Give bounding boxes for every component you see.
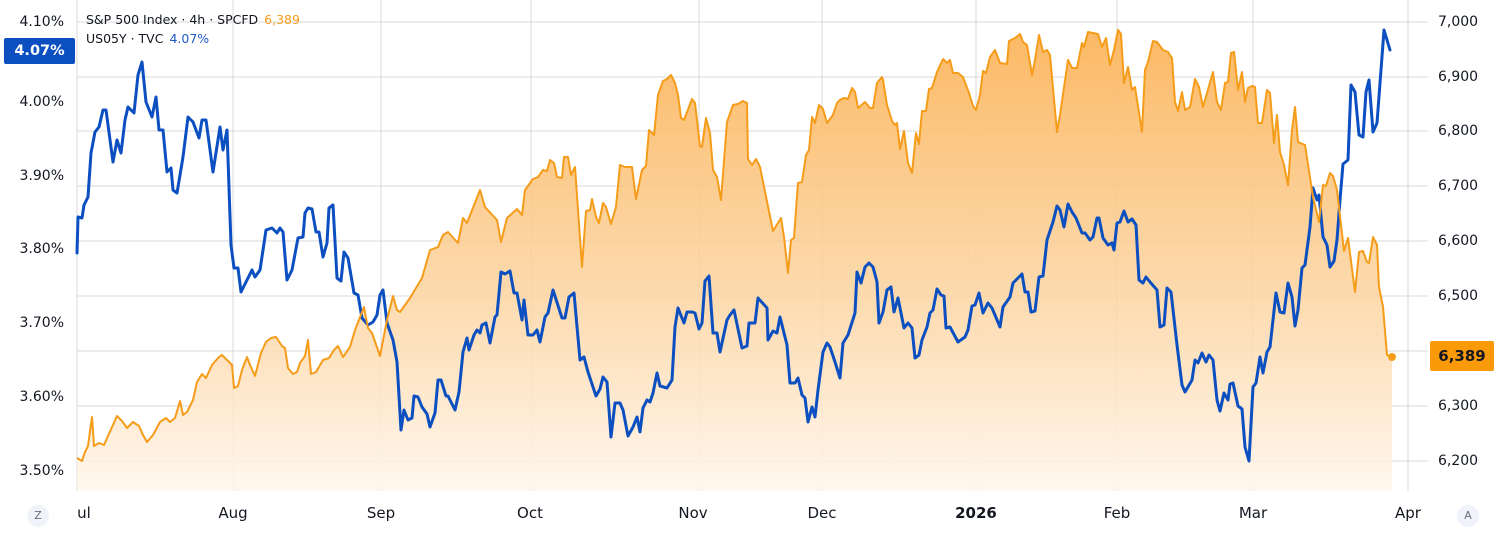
legend-us05y-name: US05Y · TVC <box>86 31 164 46</box>
left-price-axis[interactable]: 4.10% 4.00% 3.90% 3.80% 3.70% 3.60% 3.50% <box>0 0 70 495</box>
legend-sp500-value: 6,389 <box>264 12 300 27</box>
time-axis-tick-label: Aug <box>218 504 248 522</box>
sp500-line <box>76 29 1393 462</box>
legend-row-us05y[interactable]: US05Y · TVC 4.07% <box>86 29 300 48</box>
right-axis-tick-label: 6,600 <box>1438 233 1479 249</box>
left-axis-tick-label: 4.00% <box>19 94 64 110</box>
right-axis-tick-label: 6,200 <box>1438 453 1479 469</box>
legend-us05y-value: 4.07% <box>169 31 210 46</box>
time-axis-tick-label: Feb <box>1103 504 1131 522</box>
us05y-current-value-badge: 4.07% <box>4 38 75 64</box>
right-axis-tick-label: 7,000 <box>1438 14 1479 30</box>
left-axis-tick-label: 4.10% <box>19 14 64 30</box>
right-axis-tick-label: 6,500 <box>1438 288 1479 304</box>
time-axis-tick-label: ul <box>77 504 91 522</box>
sp500-last-point-marker <box>1388 353 1396 361</box>
right-axis-tick-label: 6,700 <box>1438 178 1479 194</box>
sp500-area-fill <box>77 30 1392 491</box>
time-axis[interactable]: ul Aug Sep Oct Nov Dec 2026 Feb Mar Apr <box>0 504 1501 528</box>
time-axis-tick-label: Dec <box>807 504 837 522</box>
left-axis-tick-label: 3.70% <box>19 315 64 331</box>
legend-row-sp500[interactable]: S&P 500 Index · 4h · SPCFD 6,389 <box>86 10 300 29</box>
zoom-reset-button[interactable]: Z <box>27 505 49 527</box>
time-axis-tick-label: 2026 <box>955 504 997 522</box>
left-axis-tick-label: 3.80% <box>19 241 64 257</box>
left-axis-tick-label: 3.50% <box>19 463 64 479</box>
time-axis-tick-label: Sep <box>366 504 396 522</box>
time-axis-tick-label: Oct <box>517 504 543 522</box>
left-axis-tick-label: 3.90% <box>19 168 64 184</box>
chart-legend: S&P 500 Index · 4h · SPCFD 6,389 US05Y · … <box>86 10 300 48</box>
right-axis-tick-label: 6,800 <box>1438 123 1479 139</box>
right-axis-tick-label: 6,900 <box>1438 69 1479 85</box>
time-axis-tick-label: Nov <box>678 504 708 522</box>
right-axis-tick-label: 6,300 <box>1438 398 1479 414</box>
legend-sp500-name: S&P 500 Index · 4h · SPCFD <box>86 12 259 27</box>
left-axis-tick-label: 3.60% <box>19 389 64 405</box>
auto-scale-button[interactable]: A <box>1457 505 1479 527</box>
time-axis-tick-label: Apr <box>1395 504 1421 522</box>
time-axis-tick-label: Mar <box>1238 504 1268 522</box>
us05y-line <box>75 28 1392 463</box>
sp500-current-value-badge: 6,389 <box>1430 341 1494 371</box>
right-price-axis[interactable]: 7,000 6,900 6,800 6,700 6,600 6,500 6,300 6,200 <box>1418 0 1501 495</box>
